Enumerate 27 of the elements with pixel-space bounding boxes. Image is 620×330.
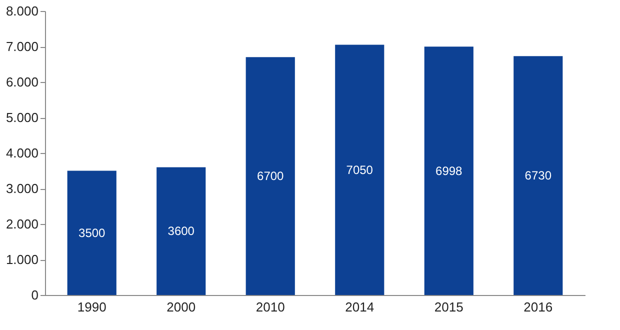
x-tick-label: 2016 (524, 300, 553, 314)
y-tick-label: 2.000 (6, 216, 38, 232)
y-tick-label: 7.000 (6, 39, 38, 54)
data-label: 6998 (436, 164, 463, 178)
data-label: 6730 (524, 168, 552, 183)
y-tick-label: 4.000 (6, 146, 38, 160)
y-tick-label: 0 (31, 288, 38, 302)
data-label: 6700 (257, 169, 284, 184)
y-tick-label: 1.000 (6, 252, 38, 267)
x-tick-label: 2010 (256, 300, 285, 314)
bar (156, 167, 206, 295)
bar (246, 57, 295, 295)
bar (335, 44, 384, 295)
y-tick-label: 8.000 (6, 4, 38, 18)
data-label: 7050 (346, 162, 374, 177)
x-tick-label: 2014 (345, 300, 374, 314)
y-tick-label: 3.000 (6, 181, 38, 196)
bar (67, 170, 116, 295)
x-tick-label: 1990 (77, 300, 106, 314)
x-tick-label: 2015 (434, 300, 464, 314)
data-label: 3600 (168, 224, 195, 238)
bar (424, 46, 474, 295)
x-tick-label: 2000 (166, 300, 196, 314)
bar (514, 56, 563, 295)
y-tick-label: 6.000 (6, 74, 38, 90)
data-label: 3500 (78, 226, 106, 240)
y-tick-label: 5.000 (6, 110, 38, 125)
